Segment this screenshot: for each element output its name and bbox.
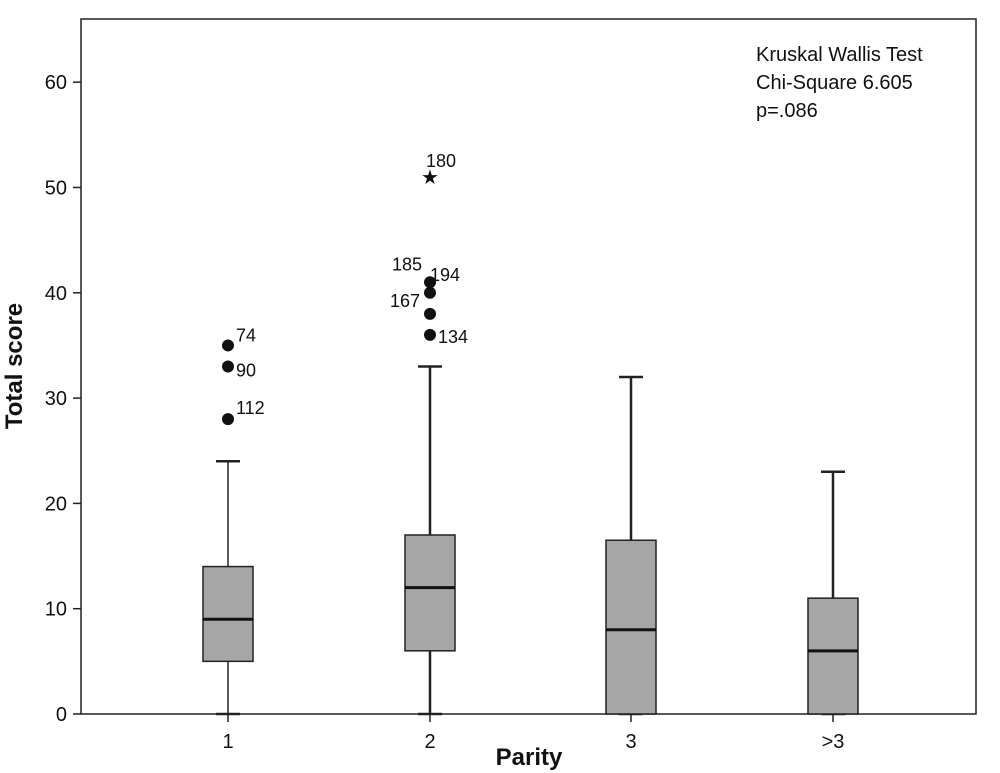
outlier-point <box>222 413 234 426</box>
outlier-label: 90 <box>236 361 256 381</box>
y-tick-label: 10 <box>45 599 67 621</box>
outlier-label: 185 <box>392 254 422 274</box>
outlier-label: 134 <box>438 327 468 347</box>
boxes-group: 74 90 112 ★180 185 194 167 134 <box>202 151 859 716</box>
iqr-box <box>202 565 254 663</box>
y-tick-label: 30 <box>45 388 67 410</box>
x-axis: 1 2 3 >3 <box>222 714 844 753</box>
box-group->3 <box>807 470 859 716</box>
extreme-outlier-star: ★ <box>421 167 439 189</box>
y-tick-label: 20 <box>45 493 67 515</box>
iqr-box <box>404 534 456 652</box>
outlier-point <box>424 307 436 320</box>
y-axis: 0 10 20 30 40 50 60 <box>45 72 81 726</box>
stats-annotation-line-1: Kruskal Wallis Test <box>756 44 923 66</box>
outlier-point <box>424 328 436 341</box>
box-group-3 <box>605 375 657 716</box>
box-group-1: 74 90 112 <box>202 325 265 716</box>
outlier-label: 194 <box>430 265 460 285</box>
x-tick-label: 3 <box>625 731 636 753</box>
x-tick-label: 2 <box>424 731 435 753</box>
y-axis-title: Total score <box>1 303 28 429</box>
y-tick-label: 0 <box>56 704 67 726</box>
stats-annotation-line-3: p=.086 <box>756 100 818 122</box>
stats-annotation-line-2: Chi-Square 6.605 <box>756 72 913 94</box>
outlier-label: 112 <box>236 398 265 418</box>
outlier-label: 180 <box>426 151 456 171</box>
x-axis-title: Parity <box>496 744 563 771</box>
x-tick-label: >3 <box>822 731 845 753</box>
outlier-point <box>424 276 436 289</box>
x-tick-label: 1 <box>222 731 233 753</box>
outlier-label: 167 <box>390 291 420 311</box>
outlier-label: 74 <box>236 325 256 345</box>
y-tick-label: 50 <box>45 177 67 199</box>
box-group-2: ★180 185 194 167 134 <box>390 151 468 716</box>
y-tick-label: 60 <box>45 72 67 94</box>
outlier-point <box>222 360 234 373</box>
iqr-box <box>807 597 859 715</box>
y-tick-label: 40 <box>45 283 67 305</box>
iqr-box <box>605 539 657 715</box>
outlier-point <box>424 286 436 299</box>
outlier-point <box>222 339 234 352</box>
plot-area-frame <box>80 18 977 715</box>
